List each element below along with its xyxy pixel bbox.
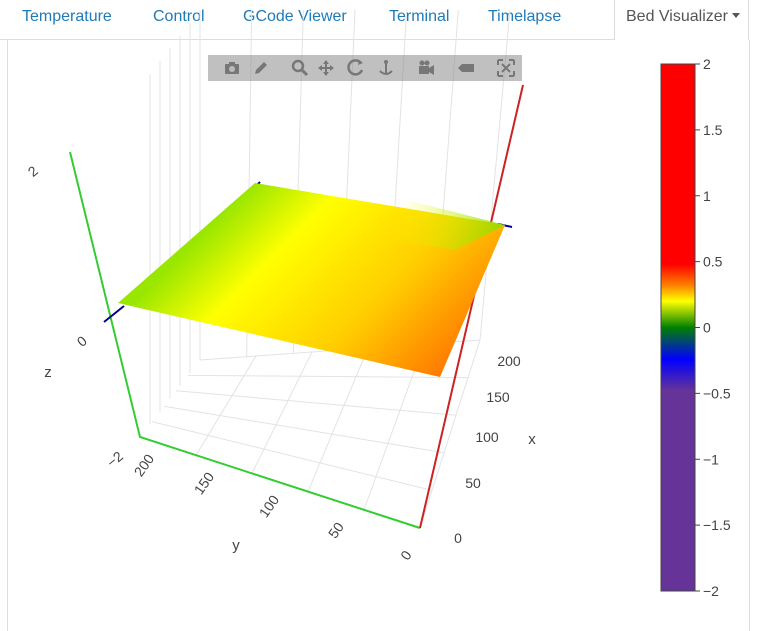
- pencil-icon[interactable]: [251, 58, 271, 78]
- tab-control[interactable]: Control: [153, 8, 205, 25]
- orbit-icon[interactable]: [346, 58, 366, 78]
- tab-content-panel: [7, 40, 750, 631]
- camera-icon[interactable]: [222, 58, 242, 78]
- modebar: [208, 55, 522, 81]
- tab-timelapse[interactable]: Timelapse: [488, 8, 562, 25]
- grid-line: [251, 351, 313, 474]
- grid-line: [175, 390, 457, 416]
- y-axis-title: y: [232, 537, 240, 554]
- x-tick-label: 0: [454, 530, 462, 546]
- x-tick-label: 200: [497, 353, 521, 369]
- autoscale-icon[interactable]: [496, 58, 516, 78]
- turntable-icon[interactable]: [376, 58, 396, 78]
- tab-bar-divider: [0, 39, 614, 40]
- colorbar-ticks: 2 1.5 1 0.5 0 −0.5 −1 −1.5 −2: [695, 56, 731, 599]
- tab-bed-visualizer-label: Bed Visualizer: [626, 8, 728, 25]
- y-axis-line: [69, 151, 421, 529]
- surface-edge-marker: [103, 305, 125, 323]
- z-tick-label: 2: [25, 162, 41, 179]
- y-tick-label: 150: [191, 469, 218, 497]
- grid-line: [363, 343, 425, 510]
- zoom-icon[interactable]: [290, 58, 310, 78]
- x-axis-title: x: [528, 431, 536, 448]
- colorbar-tick-label: −1: [703, 451, 719, 467]
- bed-surface-highlight: [255, 183, 505, 250]
- z-axis-title: z: [44, 364, 52, 381]
- colorbar: [660, 63, 696, 592]
- x-tick-label: 100: [475, 429, 499, 445]
- tab-bed-visualizer[interactable]: Bed Visualizer: [614, 0, 749, 40]
- hover-icon[interactable]: [456, 58, 476, 78]
- pan-icon[interactable]: [316, 58, 336, 78]
- colorbar-tick-label: 2: [703, 56, 711, 72]
- colorbar-tick-label: 0: [703, 320, 711, 336]
- grid-line: [419, 339, 481, 529]
- y-tick-label: 50: [325, 519, 347, 541]
- colorbar-tick-label: −2: [703, 583, 719, 599]
- tab-terminal[interactable]: Terminal: [389, 8, 450, 25]
- colorbar-tick-label: 0.5: [703, 254, 723, 270]
- x-tick-label: 50: [465, 475, 481, 491]
- y-tick-label: 100: [256, 492, 283, 520]
- colorbar-tick-label: −1.5: [703, 517, 731, 533]
- grid-line: [151, 421, 433, 491]
- tab-temperature[interactable]: Temperature: [22, 8, 112, 25]
- x-axis-line: [419, 84, 524, 529]
- reset-camera-icon[interactable]: [416, 58, 436, 78]
- chevron-down-icon: [731, 13, 740, 18]
- grid-line: [195, 355, 257, 456]
- grid-line: [187, 374, 469, 379]
- x-tick-label: 150: [486, 389, 510, 405]
- z-tick-label: −2: [104, 448, 127, 471]
- grid-line: [163, 405, 445, 454]
- tab-bar: Temperature Control GCode Viewer Termina…: [0, 0, 773, 40]
- y-tick-label: 200: [131, 451, 158, 479]
- colorbar-tick-label: 1: [703, 188, 711, 204]
- colorbar-tick-label: 1.5: [703, 122, 723, 138]
- y-tick-label: 0: [397, 547, 415, 563]
- tab-gcode-viewer[interactable]: GCode Viewer: [243, 8, 347, 25]
- grid-line: [307, 347, 369, 492]
- colorbar-tick-label: −0.5: [703, 385, 731, 401]
- z-tick-label: 0: [74, 332, 90, 349]
